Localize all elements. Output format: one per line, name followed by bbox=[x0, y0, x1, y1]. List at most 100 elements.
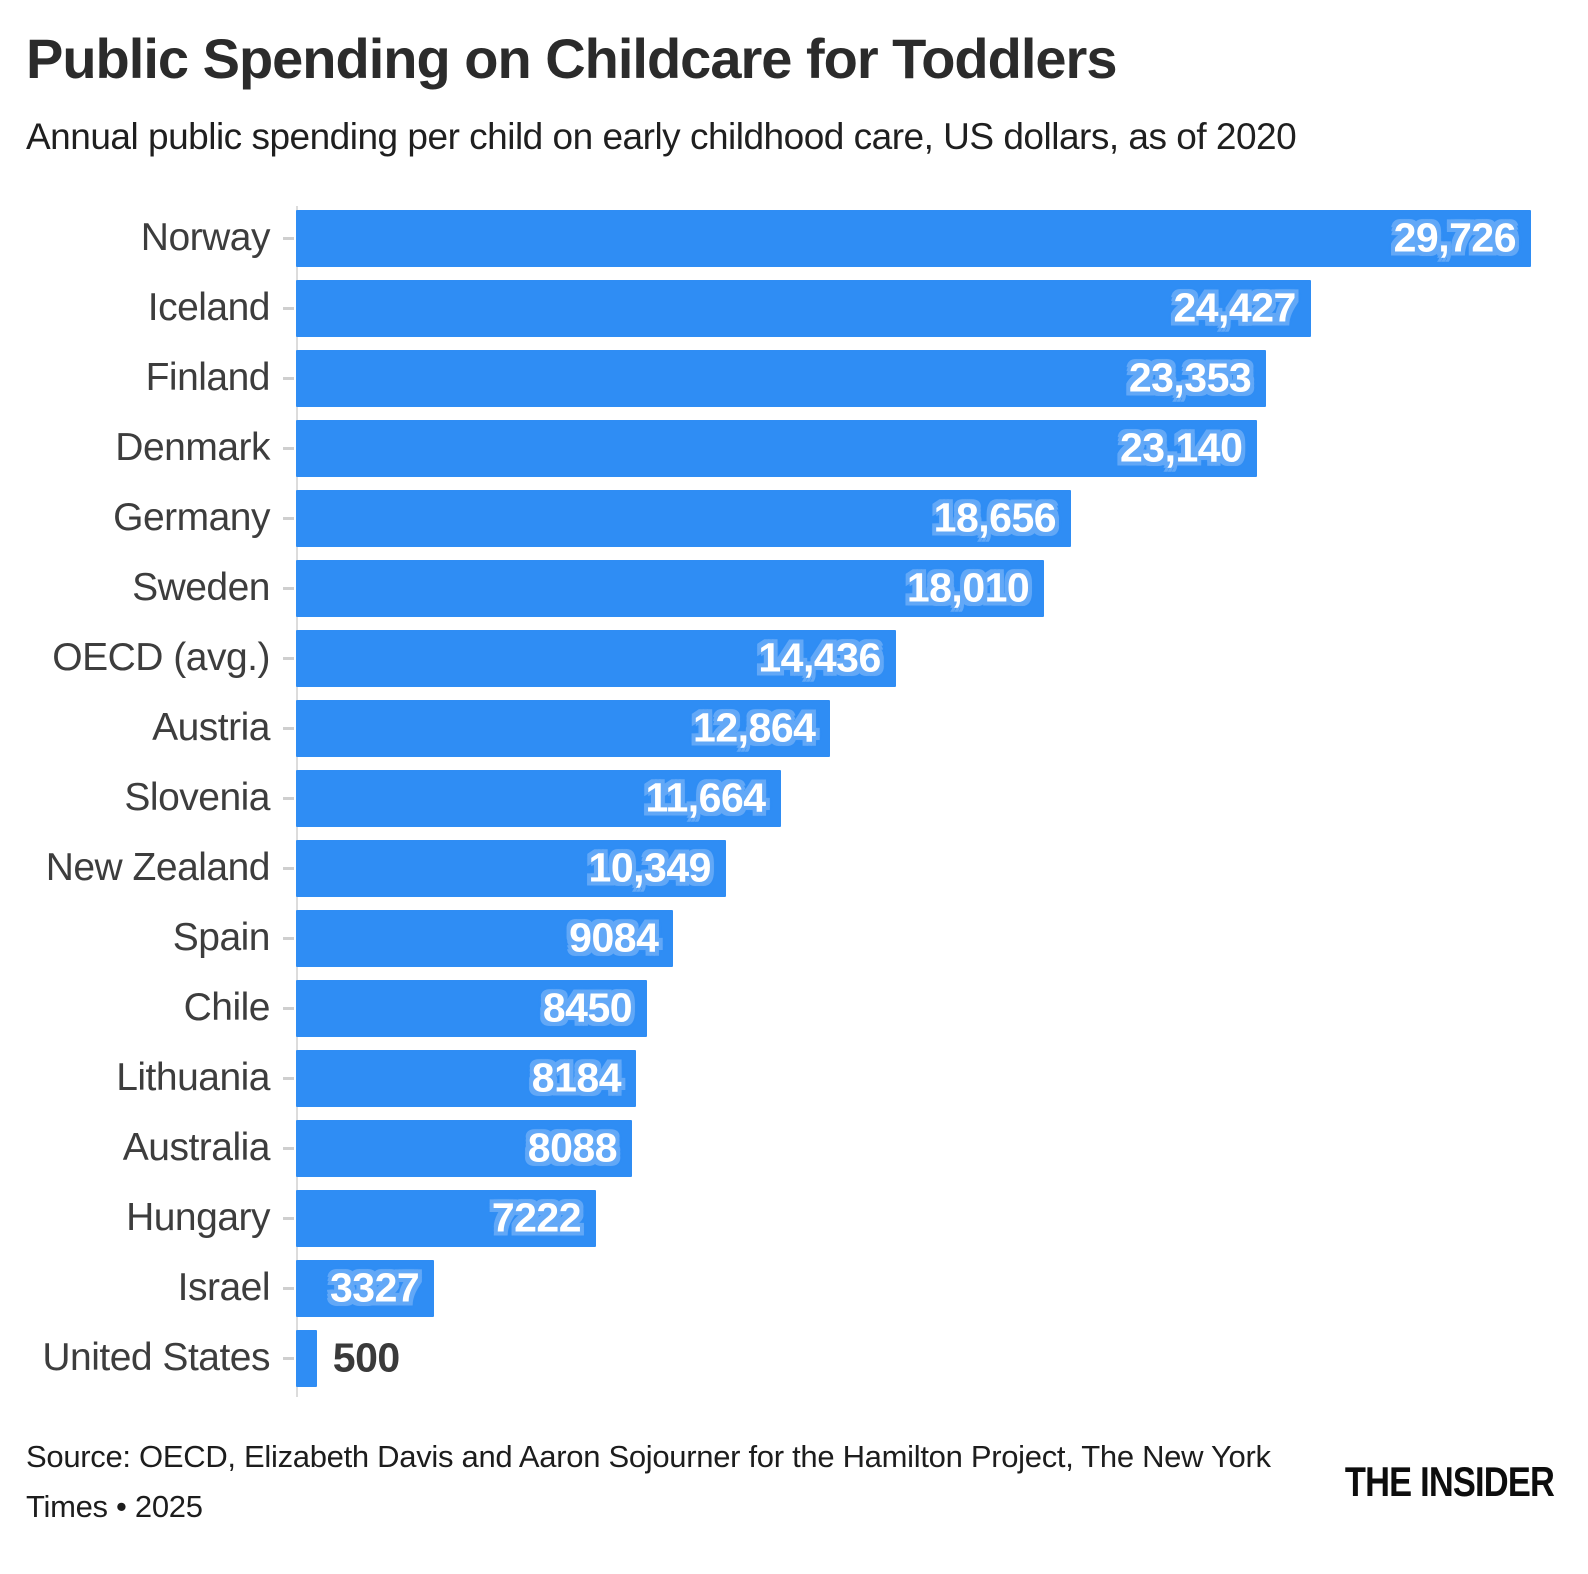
category-label-germany: Germany bbox=[113, 496, 270, 540]
chart-row-slovenia: Slovenia 11,664 bbox=[0, 769, 1531, 827]
chart-row-new-zealand: New Zealand 10,349 bbox=[0, 839, 1531, 897]
bar-israel: 3327 bbox=[296, 1259, 435, 1317]
tick-mark bbox=[283, 307, 294, 311]
bar-united-states: 500 bbox=[296, 1329, 400, 1387]
chart-row-denmark: Denmark 23,140 bbox=[0, 419, 1531, 477]
chart-subtitle: Annual public spending per child on earl… bbox=[26, 115, 1297, 157]
plot-area: 18,656 bbox=[296, 489, 1531, 547]
chart-row-finland: Finland 23,353 bbox=[0, 349, 1531, 407]
tick-mark bbox=[283, 657, 294, 661]
plot-area: 8184 bbox=[296, 1049, 1531, 1107]
tick-mark bbox=[283, 937, 294, 941]
chart-row-germany: Germany 18,656 bbox=[0, 489, 1531, 547]
chart-row-austria: Austria 12,864 bbox=[0, 699, 1531, 757]
category-label-oecd-avg: OECD (avg.) bbox=[52, 636, 270, 680]
category-label-finland: Finland bbox=[145, 356, 271, 400]
chart-row-chile: Chile 8450 bbox=[0, 979, 1531, 1037]
value-label-chile: 8450 bbox=[542, 984, 633, 1031]
value-label-lithuania: 8184 bbox=[531, 1054, 622, 1101]
plot-area: 8450 bbox=[296, 979, 1531, 1037]
chart-row-united-states: United States 500 bbox=[0, 1329, 1531, 1387]
bar-slovenia: 11,664 bbox=[296, 769, 781, 827]
value-label-israel: 3327 bbox=[330, 1264, 420, 1311]
category-label-hungary: Hungary bbox=[126, 1196, 270, 1240]
category-label-united-states: United States bbox=[42, 1336, 270, 1380]
plot-area: 29,726 bbox=[296, 209, 1531, 267]
plot-area: 10,349 bbox=[296, 839, 1531, 897]
plot-area: 7222 bbox=[296, 1189, 1531, 1247]
tick-mark bbox=[283, 517, 294, 521]
value-label-denmark: 23,140 bbox=[1119, 424, 1243, 471]
chart-row-australia: Australia 8088 bbox=[0, 1119, 1531, 1177]
tick-mark bbox=[283, 377, 294, 381]
bar-oecd-avg: 14,436 bbox=[296, 629, 896, 687]
value-label-united-states: 500 bbox=[332, 1334, 400, 1381]
tick-mark bbox=[283, 237, 294, 241]
tick-mark bbox=[283, 1147, 294, 1151]
plot-area: 23,353 bbox=[296, 349, 1531, 407]
bar-norway: 29,726 bbox=[296, 209, 1531, 267]
plot-area: 9084 bbox=[296, 909, 1531, 967]
chart-row-iceland: Iceland 24,427 bbox=[0, 279, 1531, 337]
chart-row-norway: Norway 29,726 bbox=[0, 209, 1531, 267]
plot-area: 24,427 bbox=[296, 279, 1531, 337]
value-label-norway: 29,726 bbox=[1393, 214, 1517, 261]
chart-footer: Source: OECD, Elizabeth Davis and Aaron … bbox=[26, 1432, 1555, 1532]
bar-new-zealand: 10,349 bbox=[296, 839, 726, 897]
value-label-sweden: 18,010 bbox=[906, 564, 1030, 611]
bar-austria: 12,864 bbox=[296, 699, 831, 757]
tick-mark bbox=[283, 727, 294, 731]
category-label-sweden: Sweden bbox=[132, 566, 270, 610]
bar-denmark: 23,140 bbox=[296, 419, 1258, 477]
tick-mark bbox=[283, 1287, 294, 1291]
plot-area: 3327 bbox=[296, 1259, 1531, 1317]
brand-logo: THE INSIDER bbox=[1344, 1458, 1555, 1506]
value-label-oecd-avg: 14,436 bbox=[758, 634, 881, 681]
category-label-austria: Austria bbox=[152, 706, 270, 750]
source-note: Source: OECD, Elizabeth Davis and Aaron … bbox=[26, 1439, 1271, 1525]
chart-header: Public Spending on Childcare for Toddler… bbox=[0, 0, 1588, 158]
value-label-hungary: 7222 bbox=[491, 1194, 582, 1241]
plot-area: 500 bbox=[296, 1329, 1531, 1387]
chart-row-israel: Israel 3327 bbox=[0, 1259, 1531, 1317]
value-label-iceland: 24,427 bbox=[1173, 284, 1296, 331]
value-label-germany: 18,656 bbox=[933, 494, 1057, 541]
bar-sweden: 18,010 bbox=[296, 559, 1045, 617]
value-label-australia: 8088 bbox=[527, 1124, 618, 1171]
tick-mark bbox=[283, 587, 294, 591]
chart-title: Public Spending on Childcare for Toddler… bbox=[26, 27, 1117, 90]
plot-area: 12,864 bbox=[296, 699, 1531, 757]
category-label-slovenia: Slovenia bbox=[124, 776, 270, 820]
chart-row-oecd-avg: OECD (avg.) 14,436 bbox=[0, 629, 1531, 687]
bar-germany: 18,656 bbox=[296, 489, 1072, 547]
value-label-spain: 9084 bbox=[569, 914, 659, 961]
category-label-australia: Australia bbox=[122, 1126, 271, 1170]
chart-row-spain: Spain 9084 bbox=[0, 909, 1531, 967]
category-label-lithuania: Lithuania bbox=[116, 1056, 270, 1100]
category-label-norway: Norway bbox=[140, 216, 271, 260]
tick-mark bbox=[283, 1077, 294, 1081]
plot-area: 18,010 bbox=[296, 559, 1531, 617]
bar-chart: Norway 29,726 Iceland 24,427 Finland 23,353 De… bbox=[0, 205, 1531, 1397]
chart-row-sweden: Sweden 18,010 bbox=[0, 559, 1531, 617]
plot-area: 8088 bbox=[296, 1119, 1531, 1177]
tick-mark bbox=[283, 867, 294, 871]
category-label-spain: Spain bbox=[172, 916, 271, 960]
tick-mark bbox=[283, 1357, 294, 1361]
bar-iceland: 24,427 bbox=[296, 279, 1311, 337]
plot-area: 11,664 bbox=[296, 769, 1531, 827]
value-label-austria: 12,864 bbox=[693, 704, 816, 751]
tick-mark bbox=[283, 1217, 294, 1221]
category-label-israel: Israel bbox=[177, 1266, 271, 1310]
category-label-chile: Chile bbox=[183, 986, 271, 1030]
category-label-denmark: Denmark bbox=[115, 426, 270, 470]
chart-row-hungary: Hungary 7222 bbox=[0, 1189, 1531, 1247]
bar-finland: 23,353 bbox=[296, 349, 1267, 407]
bar-lithuania: 8184 bbox=[296, 1049, 636, 1107]
category-label-iceland: Iceland bbox=[147, 286, 271, 330]
plot-area: 23,140 bbox=[296, 419, 1531, 477]
chart-row-lithuania: Lithuania 8184 bbox=[0, 1049, 1531, 1107]
value-label-new-zealand: 10,349 bbox=[588, 844, 712, 891]
bar-chile: 8450 bbox=[296, 979, 648, 1037]
